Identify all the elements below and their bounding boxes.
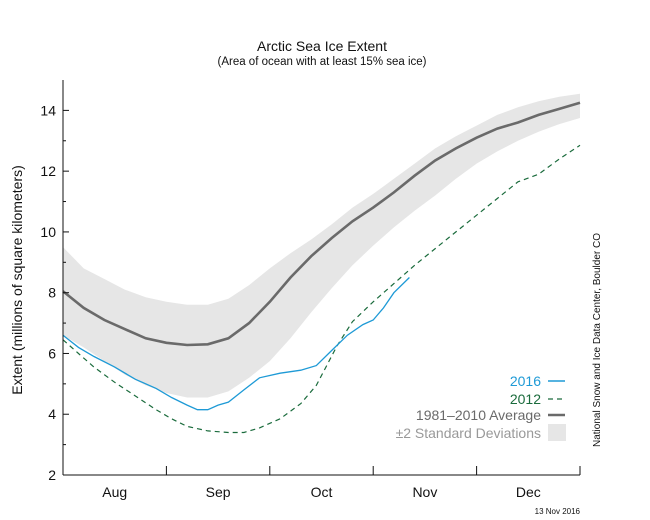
series-line-average: [62, 101, 581, 347]
axes: 2 4 6 8 10 12 14 Aug Sep Oct Nov Dec: [40, 80, 581, 500]
y-tick-label-8: 8: [48, 285, 56, 301]
y-tick-label-14: 14: [40, 102, 56, 118]
legend-label-2016: 2016: [510, 373, 541, 389]
credit-text: National Snow and Ice Data Center, Bould…: [592, 233, 603, 447]
x-tick-label-sep: Sep: [206, 484, 231, 500]
chart-subtitle: (Area of ocean with at least 15% sea ice…: [217, 56, 426, 68]
y-tick-label-12: 12: [40, 163, 56, 179]
legend-swatch-std-dev: [548, 424, 566, 441]
y-tick-label-4: 4: [48, 406, 56, 422]
legend: 2016 2012 1981–2010 Average ±2 Standard …: [396, 373, 566, 441]
series-line-2016: [62, 277, 410, 411]
plot-area: [62, 93, 581, 434]
legend-label-std-dev: ±2 Standard Deviations: [396, 425, 541, 441]
legend-label-average: 1981–2010 Average: [416, 407, 541, 423]
x-tick-label-nov: Nov: [412, 484, 437, 500]
y-tick-label-6: 6: [48, 345, 56, 361]
y-tick-label-2: 2: [48, 467, 56, 483]
legend-label-2012: 2012: [510, 391, 541, 407]
x-tick-label-aug: Aug: [102, 484, 127, 500]
series-line-2012: [62, 144, 581, 434]
chart-title: Arctic Sea Ice Extent: [257, 38, 387, 54]
y-axis-label: Extent (millions of square kilometers): [9, 165, 25, 395]
x-tick-label-dec: Dec: [516, 484, 541, 500]
y-tick-label-10: 10: [40, 224, 56, 240]
x-tick-label-oct: Oct: [311, 484, 333, 500]
chart-date: 13 Nov 2016: [535, 507, 581, 516]
